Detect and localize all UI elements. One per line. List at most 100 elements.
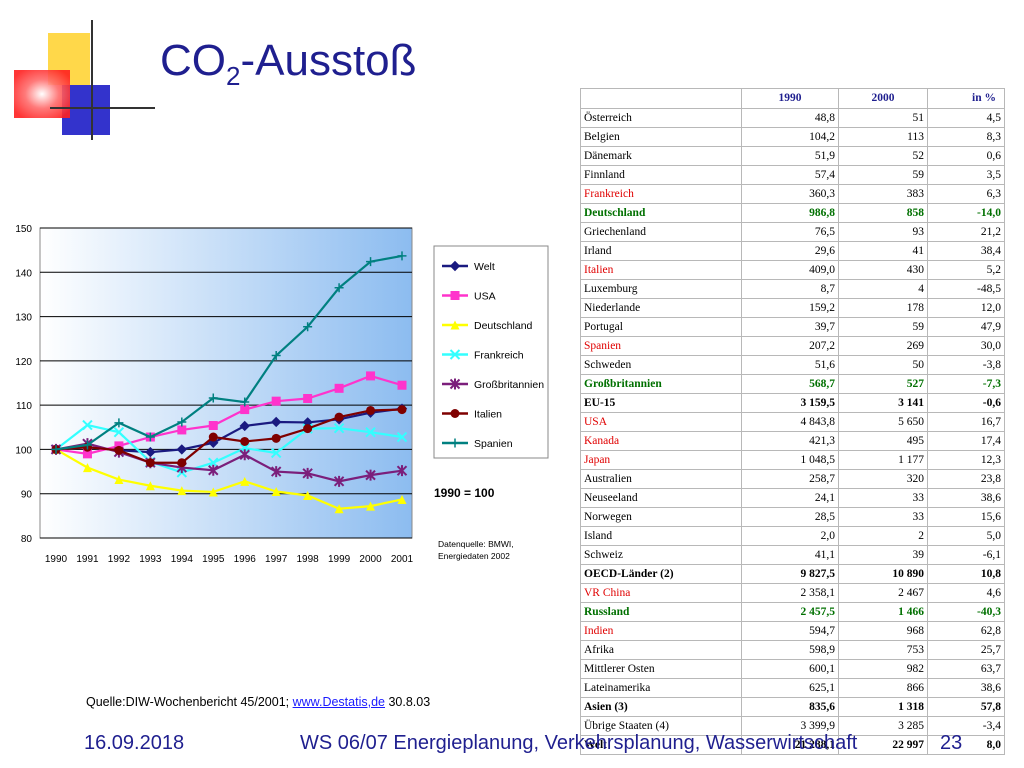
data-point xyxy=(208,487,218,497)
data-point xyxy=(271,396,281,406)
value-1990-cell: 51,6 xyxy=(741,355,839,375)
table-row: Irland 29,6 41 38,4 xyxy=(580,241,1005,261)
table-row: Welt 21 288,1 22 997 8,0 xyxy=(580,735,1005,755)
data-point xyxy=(396,465,408,477)
table-row: Niederlande 159,2 178 12,0 xyxy=(580,298,1005,318)
table-header-percent: in % xyxy=(927,88,1005,109)
percent-cell: 4,5 xyxy=(927,108,1005,128)
legend-marker xyxy=(449,378,461,390)
data-point xyxy=(239,449,250,461)
data-point xyxy=(145,481,155,491)
value-1990-cell: 57,4 xyxy=(741,165,839,185)
value-1990-cell: 409,0 xyxy=(741,260,839,280)
value-2000-cell: 41 xyxy=(838,241,928,261)
value-2000-cell: 1 318 xyxy=(838,697,928,717)
country-cell: Deutschland xyxy=(580,203,742,223)
data-point xyxy=(145,446,156,458)
data-point xyxy=(334,283,344,293)
value-2000-cell: 495 xyxy=(838,431,928,451)
data-point xyxy=(82,449,92,459)
value-1990-cell: 104,2 xyxy=(741,127,839,147)
percent-cell: 38,6 xyxy=(927,488,1005,508)
percent-cell: -40,3 xyxy=(927,602,1005,622)
country-cell: Afrika xyxy=(580,640,742,660)
percent-cell: 4,6 xyxy=(927,583,1005,603)
corner-decoration xyxy=(0,0,160,150)
table-row: Indien 594,7 968 62,8 xyxy=(580,621,1005,641)
value-1990-cell: 3 159,5 xyxy=(741,393,839,413)
value-2000-cell: 866 xyxy=(838,678,928,698)
value-2000-cell: 33 xyxy=(838,507,928,527)
value-2000-cell: 982 xyxy=(838,659,928,679)
table-row: EU-15 3 159,5 3 141 -0,6 xyxy=(580,393,1005,413)
country-cell: Italien xyxy=(580,260,742,280)
data-point xyxy=(145,432,155,442)
value-1990-cell: 28,5 xyxy=(741,507,839,527)
value-1990-cell: 21 288,1 xyxy=(741,735,839,755)
percent-cell: -14,0 xyxy=(927,203,1005,223)
table-row: Luxemburg 8,7 4 -48,5 xyxy=(580,279,1005,299)
x-tick-label: 1992 xyxy=(108,554,131,565)
value-2000-cell: 52 xyxy=(838,146,928,166)
value-2000-cell: 5 650 xyxy=(838,412,928,432)
country-cell: Niederlande xyxy=(580,298,742,318)
value-1990-cell: 39,7 xyxy=(741,317,839,337)
chart-source-note: Datenquelle: BMWI, xyxy=(438,539,514,549)
table-row: Russland 2 457,5 1 466 -40,3 xyxy=(580,602,1005,622)
table-row: Lateinamerika 625,1 866 38,6 xyxy=(580,678,1005,698)
value-2000-cell: 2 467 xyxy=(838,583,928,603)
value-2000-cell: 1 177 xyxy=(838,450,928,470)
legend-label: Großbritannien xyxy=(474,379,544,391)
percent-cell: 15,6 xyxy=(927,507,1005,527)
country-cell: Griechenland xyxy=(580,222,742,242)
data-point xyxy=(334,412,344,422)
country-cell: Welt xyxy=(580,735,742,755)
value-1990-cell: 625,1 xyxy=(741,678,839,698)
percent-cell: 10,8 xyxy=(927,564,1005,584)
data-point xyxy=(333,422,345,434)
percent-cell: 47,9 xyxy=(927,317,1005,337)
value-2000-cell: 59 xyxy=(838,317,928,337)
value-2000-cell: 50 xyxy=(838,355,928,375)
data-point xyxy=(334,504,344,514)
value-1990-cell: 594,7 xyxy=(741,621,839,641)
country-cell: Japan xyxy=(580,450,742,470)
data-point xyxy=(240,397,250,407)
value-1990-cell: 598,9 xyxy=(741,640,839,660)
country-cell: EU-15 xyxy=(580,393,742,413)
x-tick-label: 1999 xyxy=(328,554,351,565)
country-cell: Mittlerer Osten xyxy=(580,659,742,679)
data-point xyxy=(366,371,376,381)
legend-label: Frankreich xyxy=(474,350,524,362)
value-1990-cell: 41,1 xyxy=(741,545,839,565)
series-line-deutschland xyxy=(55,448,403,510)
percent-cell: 5,0 xyxy=(927,526,1005,546)
percent-cell: -48,5 xyxy=(927,279,1005,299)
footer-page-number: 23 xyxy=(940,732,963,754)
country-cell: Island xyxy=(580,526,742,546)
series-line-frankreich xyxy=(55,423,403,474)
y-tick-label: 110 xyxy=(16,401,32,412)
value-2000-cell: 269 xyxy=(838,336,928,356)
slide-title: CO2-Ausstoß xyxy=(160,36,417,91)
source-link[interactable]: www.Destatis,de xyxy=(292,695,385,709)
table-row: Großbritannien 568,7 527 -7,3 xyxy=(580,374,1005,394)
percent-cell: 3,5 xyxy=(927,165,1005,185)
value-1990-cell: 159,2 xyxy=(741,298,839,318)
x-tick-label: 1998 xyxy=(297,554,320,565)
country-cell: USA xyxy=(580,412,742,432)
value-1990-cell: 421,3 xyxy=(741,431,839,451)
value-2000-cell: 968 xyxy=(838,621,928,641)
country-cell: Irland xyxy=(580,241,742,261)
data-point xyxy=(113,426,125,438)
table-row: Kanada 421,3 495 17,4 xyxy=(580,431,1005,451)
value-1990-cell: 24,1 xyxy=(741,488,839,508)
value-1990-cell: 258,7 xyxy=(741,469,839,489)
value-2000-cell: 383 xyxy=(838,184,928,204)
data-point xyxy=(397,380,407,390)
x-tick-label: 1990 xyxy=(45,554,68,565)
data-point xyxy=(114,418,124,428)
value-2000-cell: 113 xyxy=(838,127,928,147)
y-tick-label: 90 xyxy=(21,490,33,501)
table-row: Belgien 104,2 113 8,3 xyxy=(580,127,1005,147)
